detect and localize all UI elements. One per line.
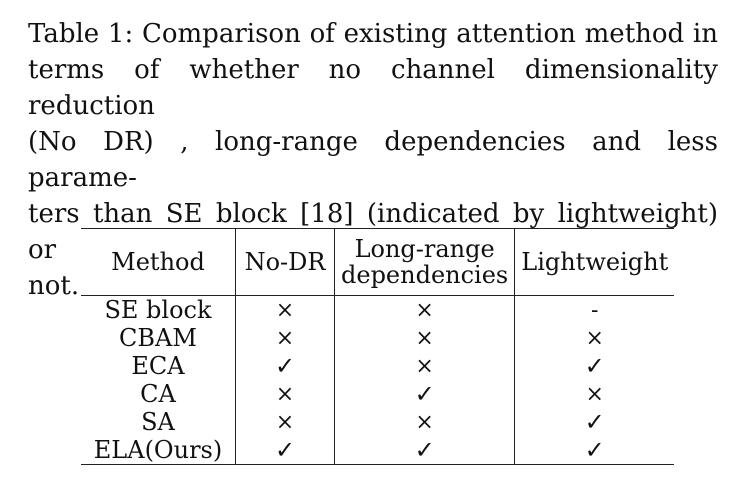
caption-line: ters than SE block [18] (indicated by li… (28, 199, 718, 265)
caption-line: terms of whether no channel dimensionali… (28, 55, 718, 121)
table-header-row: Method No-DR Long-range dependencies Lig… (81, 228, 675, 296)
check-mark-icon: ✓ (274, 352, 296, 380)
cell-no-dr: ✓ (235, 352, 335, 380)
header-lightweight: Lightweight (514, 228, 675, 296)
check-mark-icon: ✓ (584, 408, 605, 436)
cross-mark-icon: × (275, 382, 295, 407)
cell-no-dr: × (235, 324, 335, 352)
cross-mark-icon: × (415, 298, 434, 323)
cell-method: ECA (81, 352, 236, 380)
cross-mark-icon: × (585, 382, 604, 407)
check-mark-icon: ✓ (584, 352, 605, 380)
cell-no-dr: × (235, 380, 335, 408)
cell-lightweight: ✓ (514, 436, 675, 465)
table-row: CBAM × × × (81, 324, 674, 352)
cell-no-dr: × (235, 295, 335, 324)
cell-method: ELA(Ours) (81, 436, 236, 465)
check-mark-icon: ✓ (414, 436, 435, 464)
cell-long-range: × (334, 324, 516, 352)
table-row: SE block × × - (81, 295, 674, 325)
cell-method: SA (81, 408, 236, 436)
table-row: ELA(Ours) ✓ ✓ ✓ (81, 436, 675, 465)
cross-mark-icon: × (415, 326, 434, 351)
table-row: CA × ✓ × (81, 380, 674, 408)
cell-no-dr: ✓ (235, 436, 335, 465)
caption-line: not. (28, 271, 80, 301)
header-long-range-line2: dependencies (341, 261, 509, 289)
check-mark-icon: ✓ (584, 436, 605, 464)
cell-no-dr: × (235, 408, 335, 436)
table-caption: Table 1: Comparison of existing attentio… (28, 16, 718, 304)
caption-line: Table 1: Comparison of existing attentio… (28, 19, 718, 49)
cell-lightweight: × (515, 324, 674, 352)
check-mark-icon: ✓ (274, 436, 296, 464)
comparison-table: Method No-DR Long-range dependencies Lig… (81, 228, 675, 465)
cell-long-range: ✓ (334, 436, 516, 465)
cross-mark-icon: × (275, 326, 295, 351)
cell-lightweight: × (515, 380, 674, 408)
caption-line: (No DR) , long-range dependencies and le… (28, 127, 718, 193)
cross-mark-icon: × (275, 410, 295, 435)
header-no-dr: No-DR (235, 228, 335, 296)
header-long-range: Long-range dependencies (334, 228, 516, 296)
dash-mark: - (591, 298, 599, 323)
cell-lightweight: ✓ (515, 408, 674, 436)
cell-long-range: ✓ (334, 380, 516, 408)
header-long-range-line1: Long-range (354, 235, 495, 263)
table-row: ECA ✓ × ✓ (81, 352, 674, 380)
cross-mark-icon: × (585, 326, 604, 351)
cell-method: CBAM (81, 324, 236, 352)
table-row: SA × × ✓ (81, 408, 674, 436)
cross-mark-icon: × (275, 298, 295, 323)
cell-long-range: × (334, 408, 516, 436)
cell-method: CA (81, 380, 236, 408)
cell-long-range: × (334, 352, 516, 380)
cross-mark-icon: × (415, 410, 434, 435)
cell-lightweight: ✓ (515, 352, 674, 380)
cell-long-range: × (334, 295, 516, 324)
cross-mark-icon: × (415, 354, 434, 379)
cell-lightweight: - (515, 296, 674, 325)
cell-method: SE block (81, 295, 236, 324)
header-method: Method (81, 228, 236, 296)
check-mark-icon: ✓ (414, 380, 435, 408)
